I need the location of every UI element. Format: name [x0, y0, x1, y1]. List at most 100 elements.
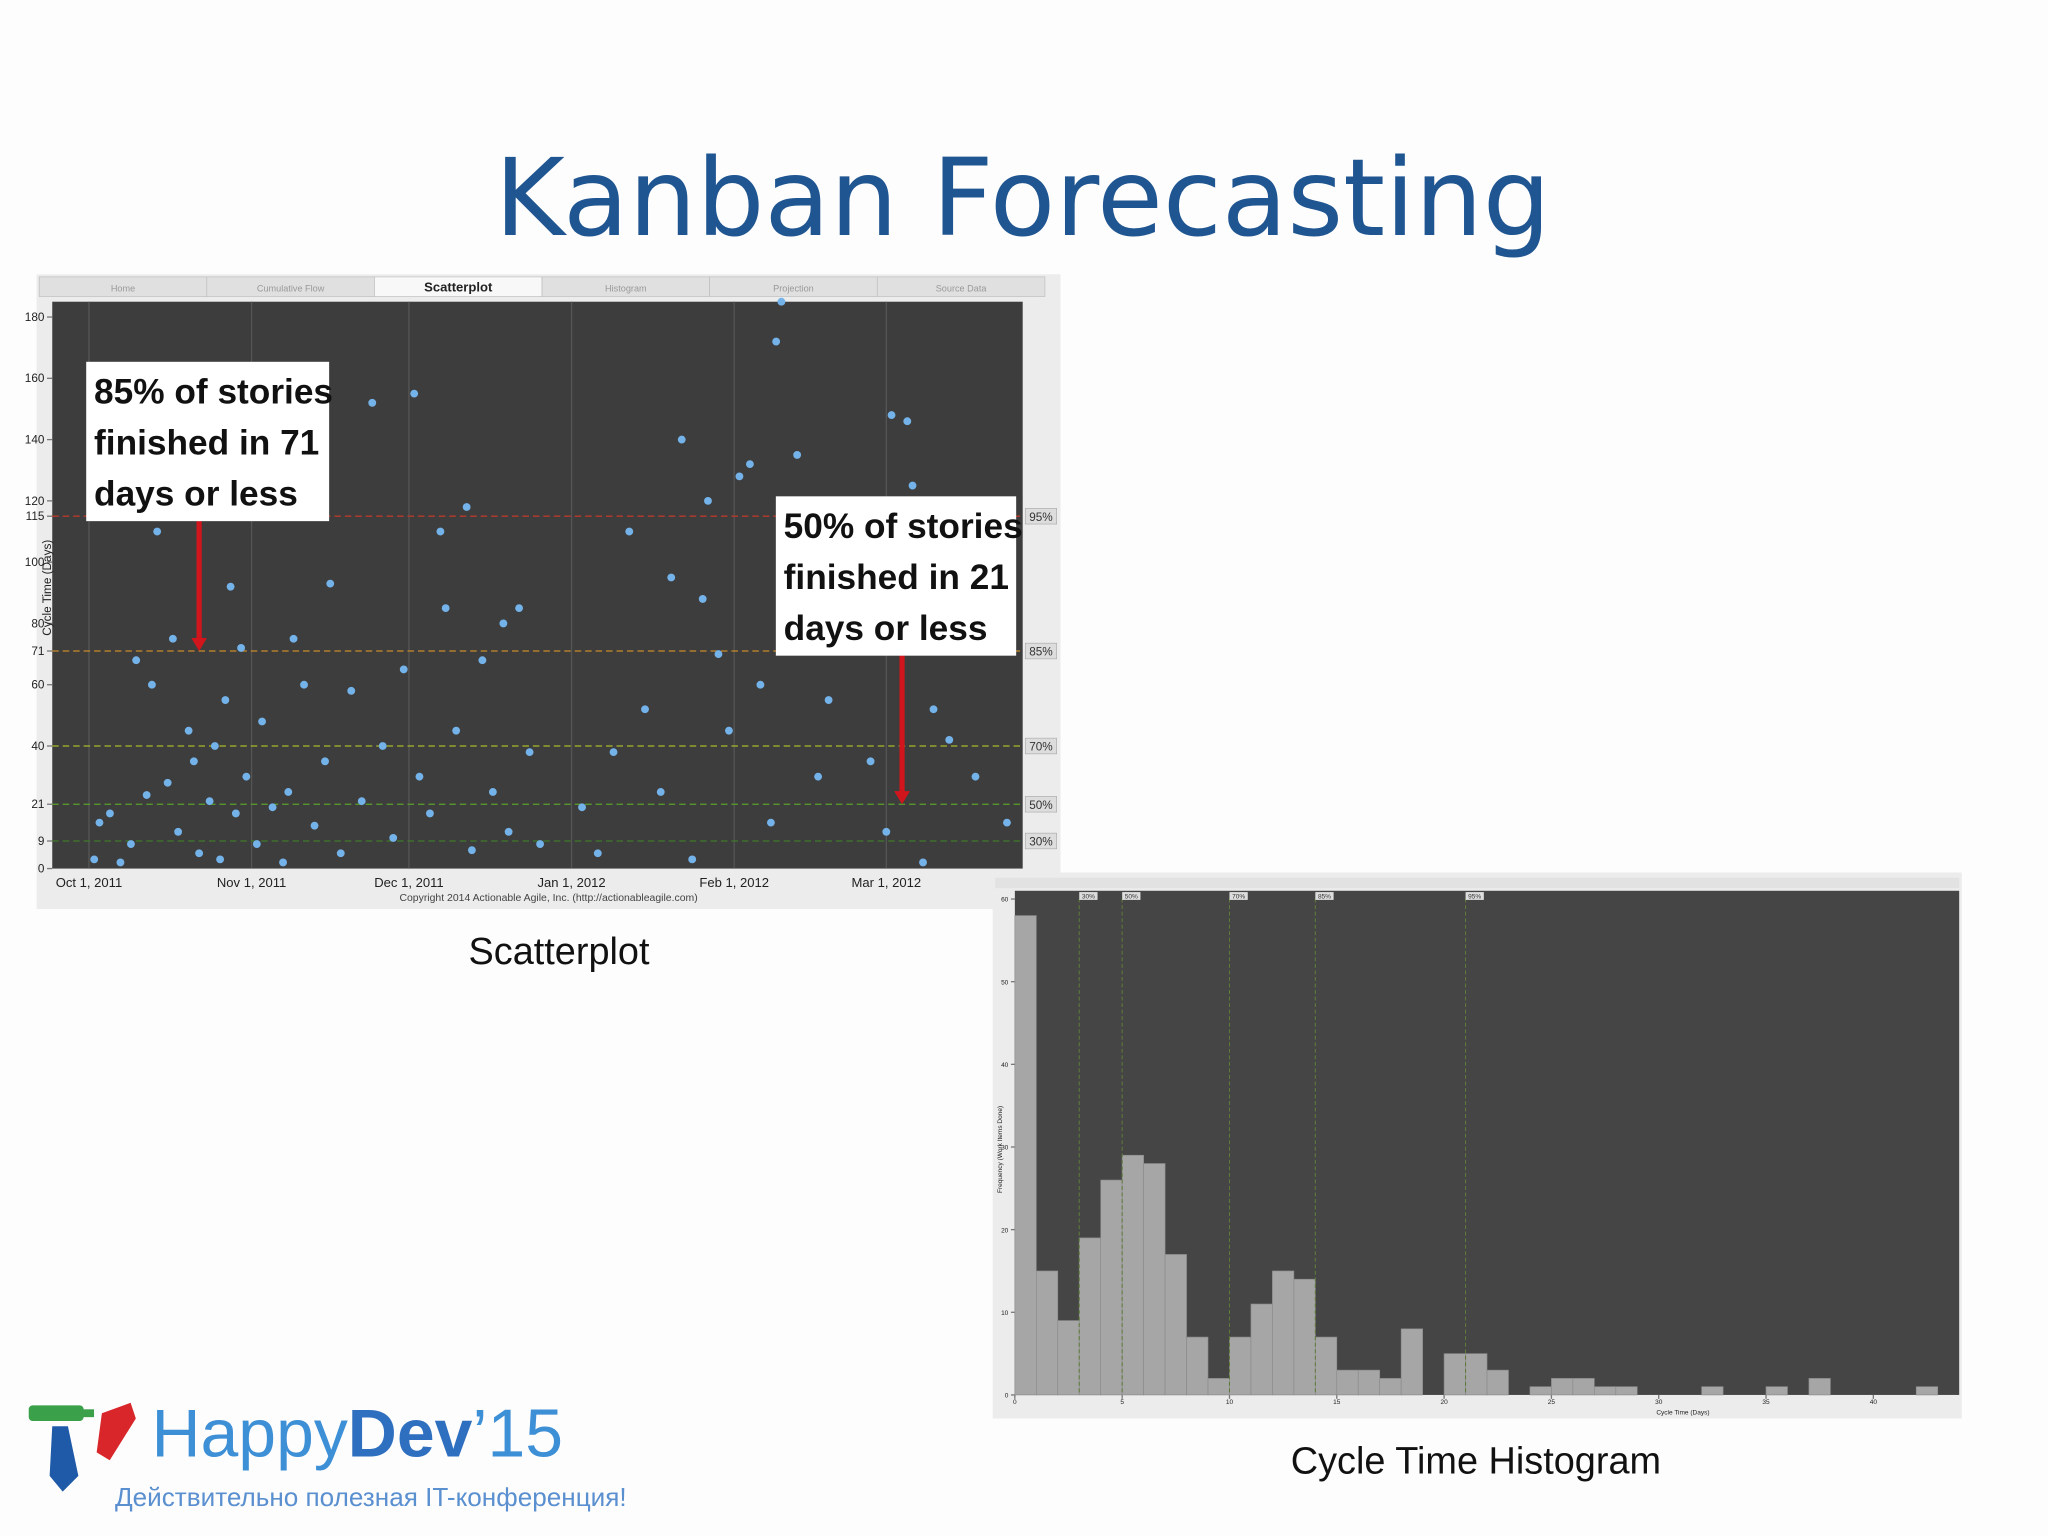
bar [1336, 1369, 1359, 1396]
point [887, 411, 896, 420]
tab-label: Histogram [605, 283, 647, 293]
point [641, 705, 649, 714]
x-tick-label: Oct 1, 2011 [56, 875, 122, 890]
point [525, 748, 534, 757]
x-tick-label: Mar 1, 2012 [851, 875, 921, 890]
scatterplot: Home Cumulative Flow Scatterplot Histogram P… [25, 274, 1061, 910]
point [929, 705, 938, 714]
bar [1121, 1154, 1144, 1396]
point [116, 858, 125, 867]
annotation-text: 85% of stories [94, 373, 333, 412]
percentile-tag [1465, 892, 1484, 900]
y-tick-label: 120 [25, 495, 45, 508]
point [415, 772, 424, 781]
point [189, 757, 198, 766]
point [226, 582, 235, 591]
percentile-tag [1024, 832, 1057, 850]
bar [1400, 1328, 1423, 1396]
logo-year: ’15 [472, 1396, 563, 1471]
point [536, 840, 545, 848]
point [824, 696, 833, 704]
y-tick-label: 21 [31, 798, 44, 811]
point [378, 742, 387, 750]
point [321, 757, 329, 766]
bar [1915, 1386, 1939, 1396]
bar [1379, 1378, 1402, 1396]
copyright: Copyright 2014 Actionable Agile, Inc. (h… [399, 893, 697, 904]
bar [1057, 1320, 1080, 1396]
percentile-tag [1079, 892, 1098, 900]
point [725, 726, 733, 735]
histogram: 0 10 20 30 40 50 60 0 5 10 15 20 25 30 35 40 Cycle Time … [992, 872, 1962, 1419]
point [777, 297, 786, 306]
point [1003, 818, 1011, 827]
point [106, 809, 114, 818]
percentile-label: 95% [1468, 894, 1481, 901]
y-axis-label: Frequency (Work Items Done) [997, 1106, 1004, 1193]
annotation-text: finished in 21 [784, 558, 1009, 597]
point [300, 680, 308, 689]
point [284, 788, 293, 796]
bar [1615, 1386, 1638, 1396]
point [578, 803, 586, 812]
point [310, 821, 319, 830]
logo-tagline: Действительно полезная IT-конференция! [115, 1482, 627, 1512]
point [436, 527, 445, 536]
point [168, 634, 177, 643]
bar [1765, 1386, 1788, 1396]
point [814, 772, 823, 781]
icon-part [49, 1426, 79, 1492]
percentile-label: 30% [1082, 894, 1095, 901]
y-tick-label: 180 [25, 311, 45, 324]
y-tick-label: 140 [25, 434, 45, 447]
point [593, 849, 602, 858]
bar [1078, 1237, 1102, 1396]
tab-label: Home [111, 283, 135, 293]
x-tick-label: Nov 1, 2011 [217, 875, 286, 890]
point [90, 855, 99, 864]
y-tick-label: 40 [31, 740, 45, 753]
point [467, 846, 476, 855]
bar [1701, 1386, 1724, 1396]
bar [1143, 1163, 1166, 1396]
percentile-label: 70% [1029, 741, 1053, 754]
icon-part [96, 1402, 136, 1461]
x-tick-label: Jan 1, 2012 [537, 875, 605, 890]
point [163, 778, 172, 787]
point [625, 527, 634, 536]
percentile-tag [1229, 892, 1248, 900]
y-tick-label: 60 [31, 679, 45, 692]
icon-part [28, 1405, 84, 1422]
point [667, 573, 676, 582]
point [499, 619, 508, 628]
x-tick-label: 0 [1013, 1399, 1017, 1406]
annotation-box [86, 361, 330, 522]
percentile-tag [1315, 892, 1334, 900]
point [609, 748, 618, 757]
point [772, 337, 781, 346]
point [971, 772, 980, 781]
point [231, 809, 240, 818]
point [205, 797, 214, 806]
y-tick-label: 20 [1001, 1227, 1009, 1234]
point [153, 527, 162, 536]
point [515, 604, 524, 613]
point [441, 604, 450, 613]
point [237, 644, 246, 652]
bar [1207, 1378, 1230, 1396]
y-tick-label: 30 [1001, 1145, 1009, 1152]
tab-label: Projection [773, 283, 814, 293]
bar [1443, 1353, 1466, 1396]
y-tick-label: 40 [1001, 1062, 1009, 1069]
point [127, 840, 135, 848]
point [389, 834, 398, 842]
point [746, 460, 754, 469]
point [735, 472, 744, 481]
percentile-tag [1024, 737, 1057, 755]
bar [1186, 1336, 1209, 1396]
percentile-label: 50% [1125, 894, 1138, 901]
point [945, 735, 954, 744]
point [279, 858, 287, 867]
arrow-head [191, 637, 207, 652]
